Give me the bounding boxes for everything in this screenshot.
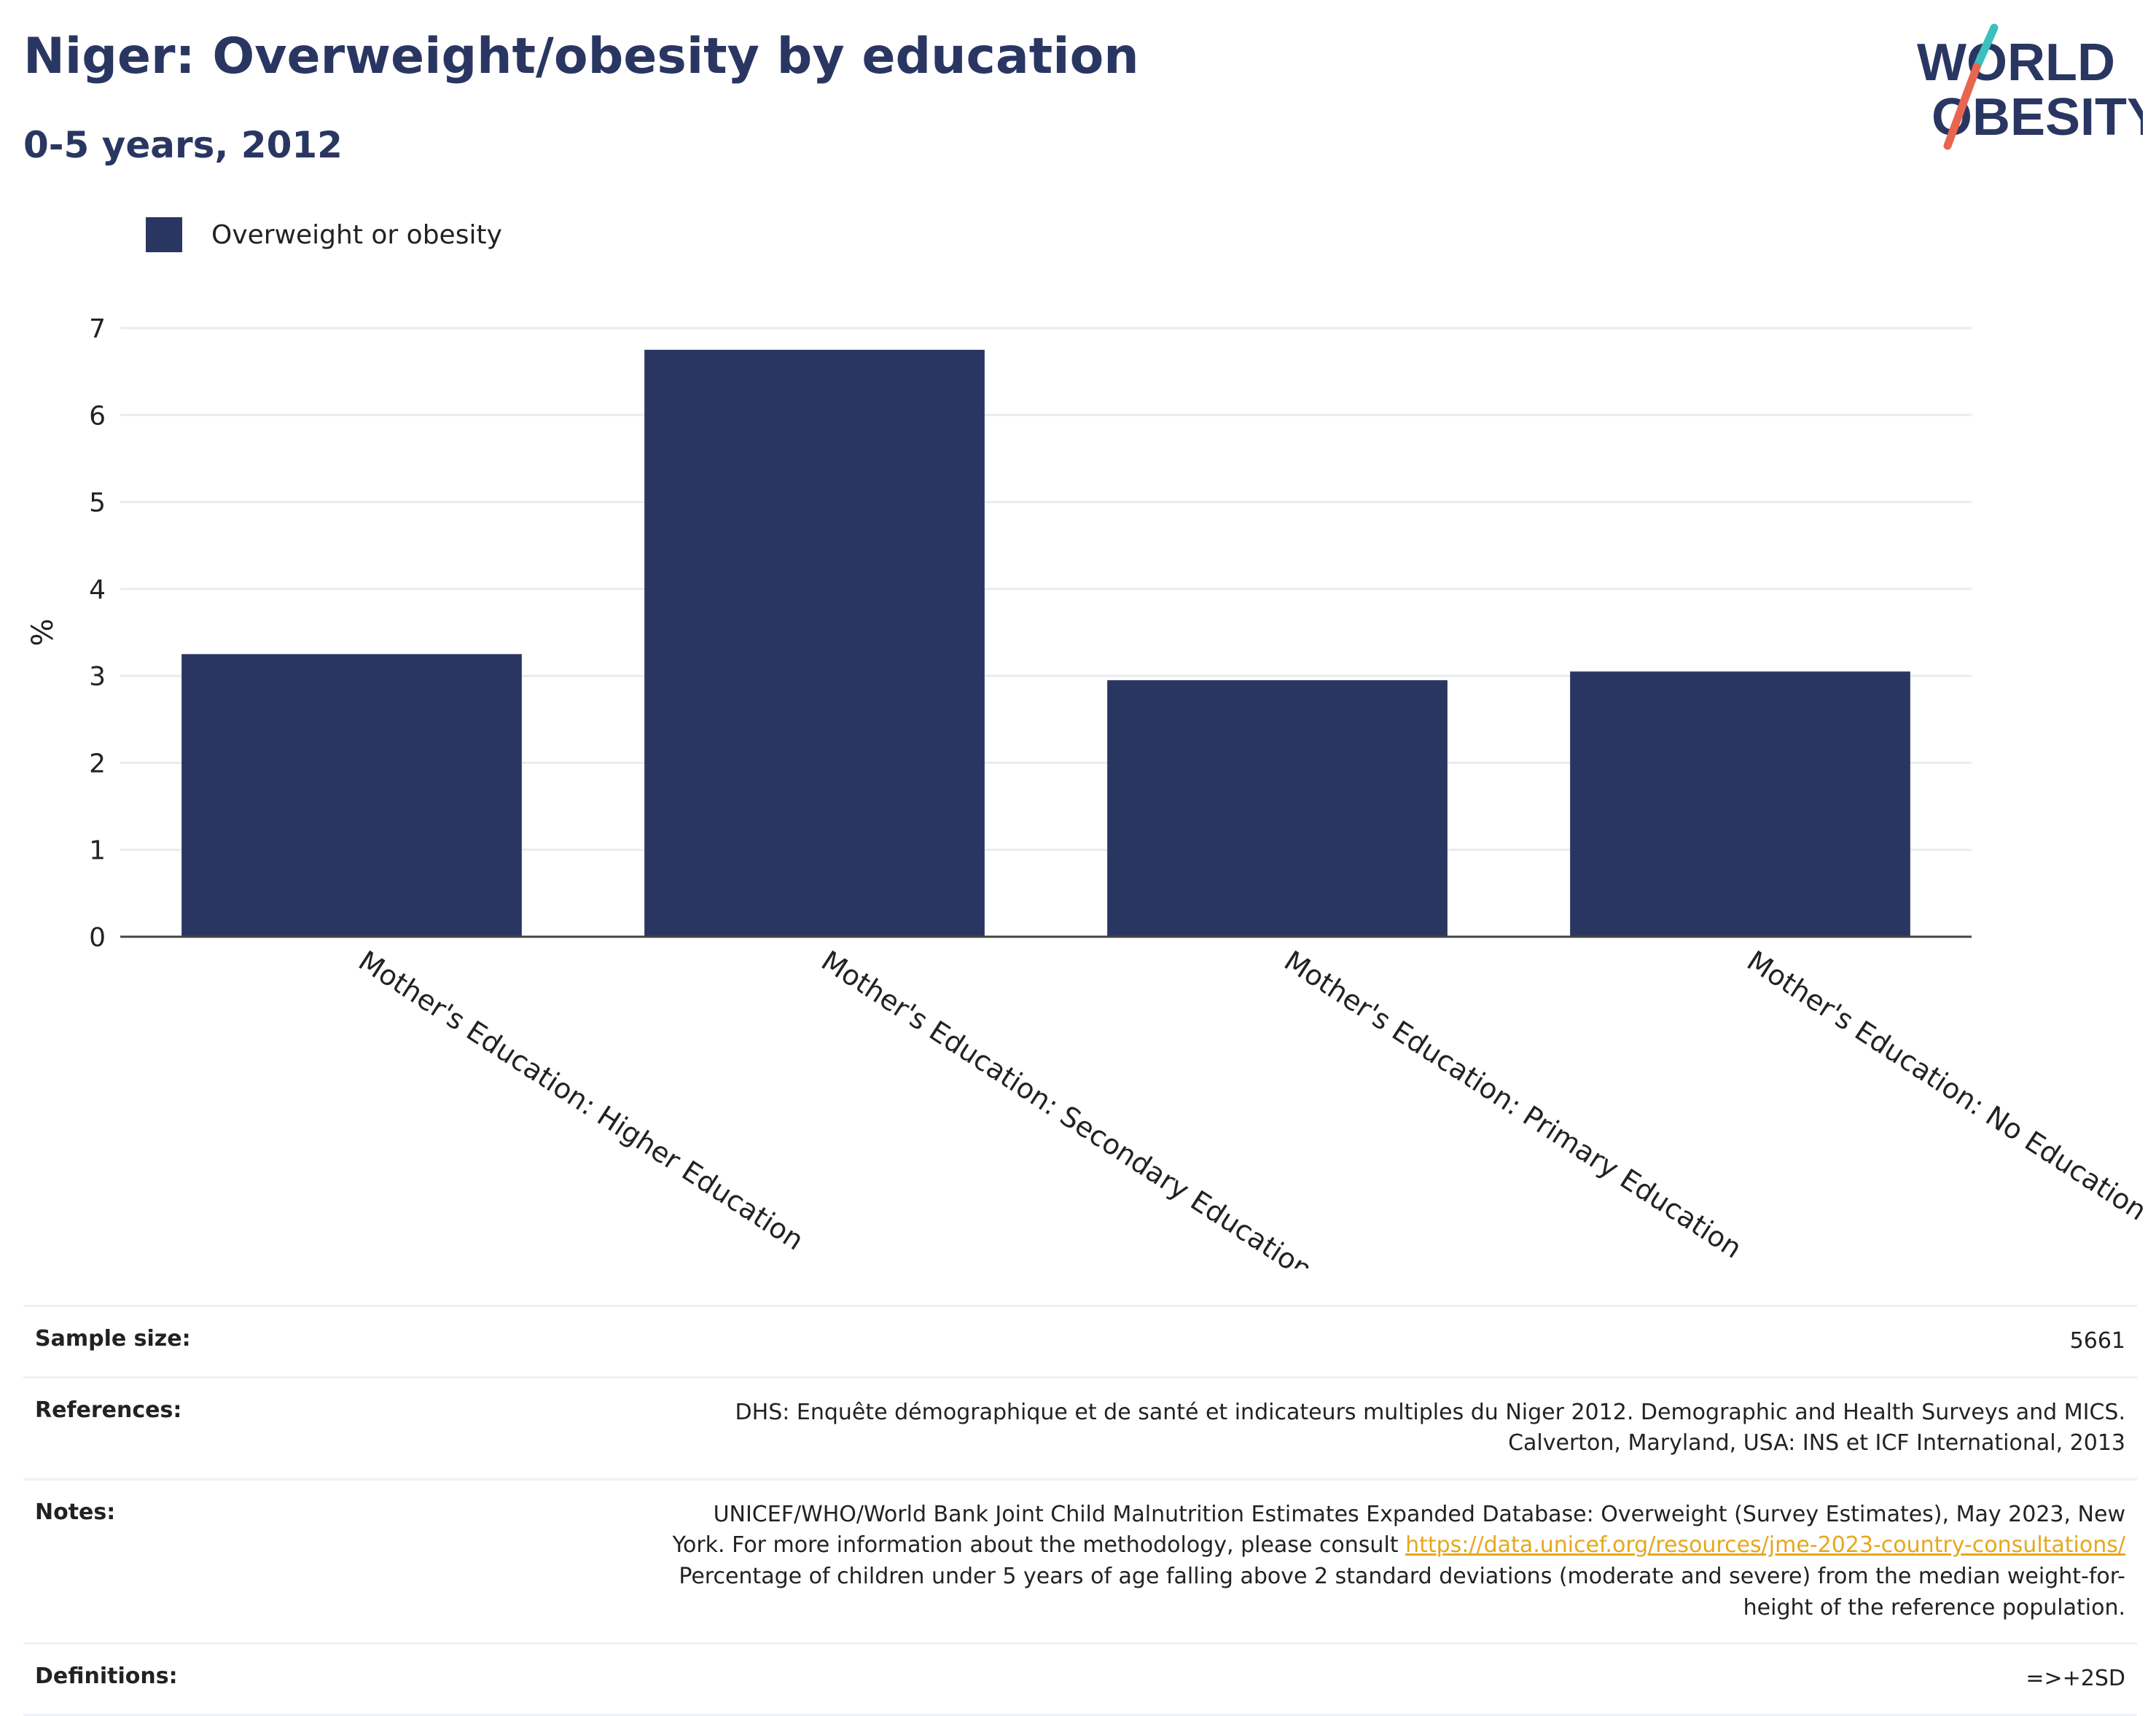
- sample-size-label: Sample size:: [35, 1326, 191, 1352]
- x-tick-label: Mother's Education: Primary Education: [1278, 945, 1747, 1265]
- definitions-value: =>+2SD: [2026, 1666, 2125, 1692]
- y-axis-label: %: [26, 618, 60, 646]
- world-obesity-logo: WORLD OBESITY: [1917, 23, 2143, 150]
- definitions-label: Definitions:: [35, 1664, 178, 1690]
- y-tick-label: 7: [89, 314, 106, 344]
- y-tick-label: 6: [89, 401, 106, 431]
- notes-line-1: UNICEF/WHO/World Bank Joint Child Malnut…: [713, 1501, 2125, 1527]
- y-tick-label: 2: [89, 749, 106, 779]
- legend-swatch: [146, 217, 182, 252]
- references-line-2: Calverton, Maryland, USA: INS et ICF Int…: [1508, 1430, 2125, 1456]
- info-row-references: References: DHS: Enquête démographique e…: [23, 1376, 2137, 1478]
- bar: [644, 349, 985, 937]
- references-label: References:: [35, 1397, 182, 1423]
- y-tick-label: 1: [89, 836, 106, 866]
- notes-line-3: Percentage of children under 5 years of …: [679, 1563, 2125, 1589]
- x-tick-label: Mother's Education: No Education: [1741, 945, 2152, 1227]
- x-tick-label: Mother's Education: Higher Education: [353, 945, 809, 1257]
- bar: [181, 654, 522, 937]
- bar: [1107, 680, 1448, 937]
- notes-label: Notes:: [35, 1499, 116, 1525]
- y-tick-label: 4: [89, 575, 106, 605]
- y-tick-label: 0: [89, 923, 106, 953]
- references-value: DHS: Enquête démographique et de santé e…: [254, 1397, 2125, 1459]
- notes-line-4: height of the reference population.: [1743, 1594, 2125, 1621]
- logo-slash-red: [1943, 63, 1981, 150]
- methodology-link[interactable]: https://data.unicef.org/resources/jme-20…: [1405, 1532, 2125, 1559]
- bar: [1570, 671, 1910, 937]
- info-row-notes: Notes: UNICEF/WHO/World Bank Joint Child…: [23, 1478, 2137, 1642]
- bar-chart: 0 1 2 3 4 5 6 7% Mother's Education: Higher Educ…: [26, 314, 2152, 1268]
- sample-size-value: 5661: [2069, 1328, 2125, 1354]
- logo-slash-teal: [1972, 23, 1999, 71]
- notes-line-2: York. For more information about the met…: [672, 1532, 1406, 1559]
- legend-label: Overweight or obesity: [211, 219, 502, 250]
- y-tick-label: 5: [89, 488, 106, 518]
- info-row-sample-size: Sample size: 5661: [23, 1305, 2137, 1376]
- info-table: Sample size: 5661 References: DHS: Enquê…: [23, 1305, 2137, 1716]
- x-tick-label: Mother's Education: Secondary Education: [816, 945, 1318, 1268]
- logo-word-1: WORLD: [1917, 34, 2115, 92]
- notes-value: UNICEF/WHO/World Bank Joint Child Malnut…: [254, 1499, 2125, 1623]
- chart-subtitle: 0-5 years, 2012: [23, 124, 343, 166]
- references-line-1: DHS: Enquête démographique et de santé e…: [735, 1399, 2125, 1425]
- y-tick-label: 3: [89, 662, 106, 692]
- chart-title: Niger: Overweight/obesity by education: [23, 28, 1139, 85]
- chart-legend: Overweight or obesity: [146, 217, 502, 252]
